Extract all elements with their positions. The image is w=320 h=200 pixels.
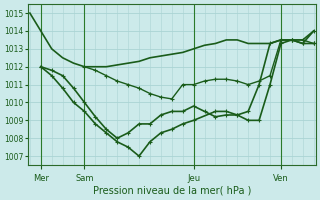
X-axis label: Pression niveau de la mer( hPa ): Pression niveau de la mer( hPa ) — [92, 186, 251, 196]
